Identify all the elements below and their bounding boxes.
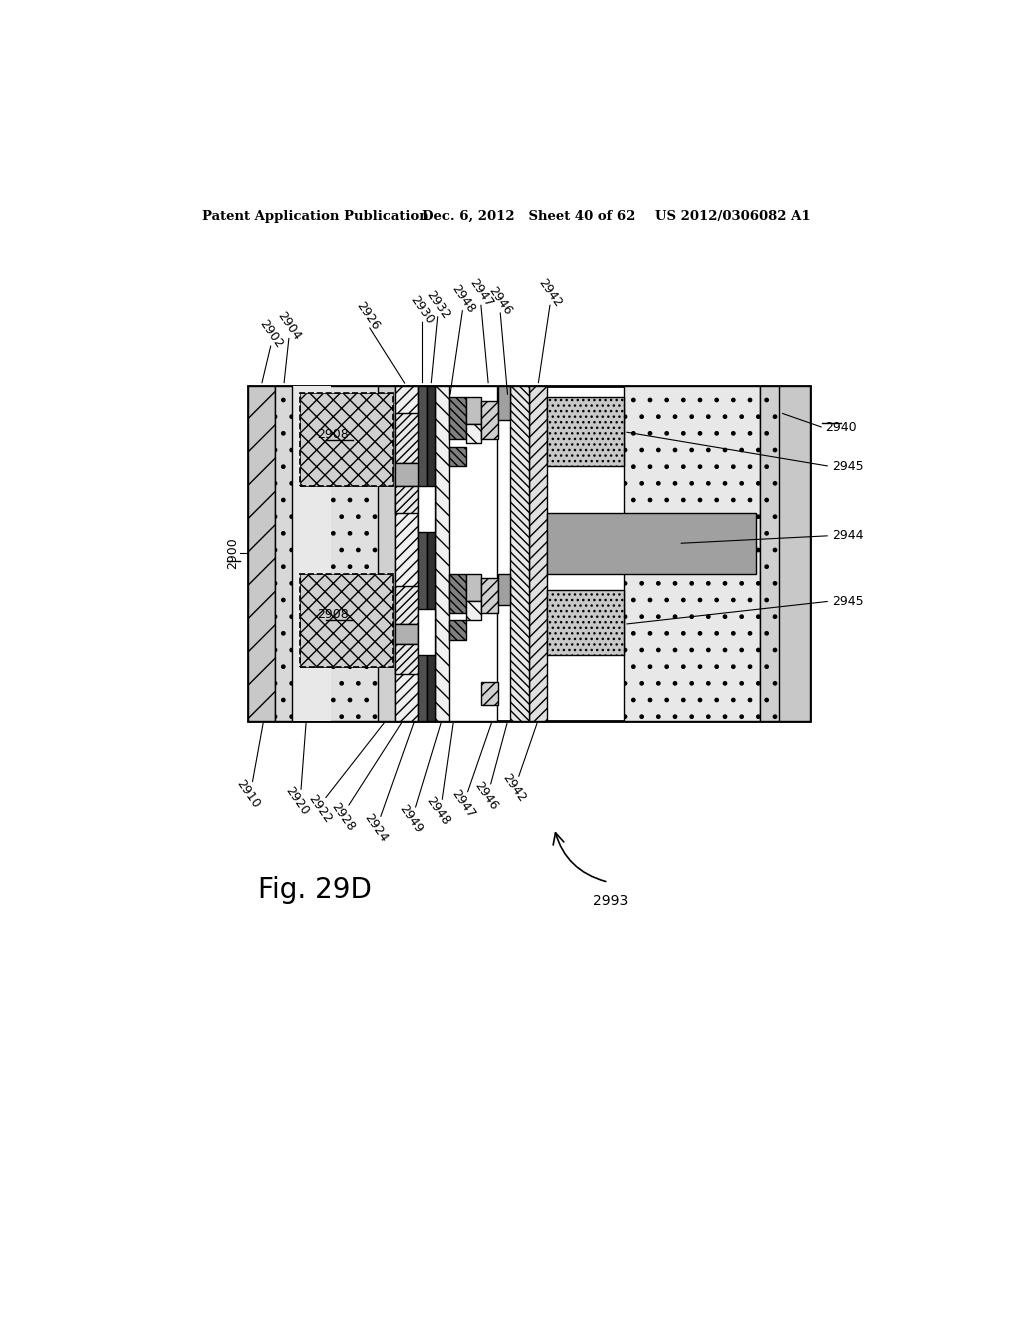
Bar xyxy=(435,385,449,721)
Bar xyxy=(300,393,393,486)
Text: 2946: 2946 xyxy=(485,284,514,318)
Bar xyxy=(394,624,433,644)
Text: 2932: 2932 xyxy=(424,288,453,321)
Text: 2948: 2948 xyxy=(449,282,477,315)
Bar xyxy=(449,447,466,466)
Bar xyxy=(449,574,466,612)
Text: 2920: 2920 xyxy=(283,784,311,818)
Bar xyxy=(529,385,547,721)
Bar xyxy=(481,401,499,440)
Text: 2947: 2947 xyxy=(449,787,477,820)
Text: US 2012/0306082 A1: US 2012/0306082 A1 xyxy=(655,210,811,223)
Text: 2900: 2900 xyxy=(226,537,240,569)
Bar xyxy=(292,385,439,721)
Bar xyxy=(248,385,275,721)
Bar xyxy=(394,644,433,675)
Text: 2948: 2948 xyxy=(424,795,453,828)
Text: 2924: 2924 xyxy=(361,812,390,845)
Text: Dec. 6, 2012   Sheet 40 of 62: Dec. 6, 2012 Sheet 40 of 62 xyxy=(423,210,636,223)
Text: 2908: 2908 xyxy=(317,607,349,620)
Bar xyxy=(418,486,435,532)
Bar xyxy=(394,586,433,624)
Text: 2908: 2908 xyxy=(317,428,349,441)
Text: 2940: 2940 xyxy=(825,421,857,434)
Bar xyxy=(466,397,481,424)
Bar xyxy=(481,682,499,705)
Bar xyxy=(394,413,433,462)
Bar xyxy=(427,385,435,721)
Text: 2946: 2946 xyxy=(472,779,501,813)
Bar xyxy=(300,574,393,667)
Bar xyxy=(624,385,760,721)
Text: 2945: 2945 xyxy=(831,459,863,473)
Bar xyxy=(449,397,466,440)
Bar xyxy=(292,385,331,721)
Text: 2949: 2949 xyxy=(396,803,425,836)
Bar xyxy=(394,486,433,512)
Bar xyxy=(248,385,810,721)
Bar xyxy=(300,574,393,667)
Text: 2945: 2945 xyxy=(831,594,863,607)
Bar xyxy=(547,397,624,466)
Bar xyxy=(481,578,499,612)
Bar xyxy=(466,574,481,601)
Bar xyxy=(547,512,756,574)
Bar xyxy=(466,601,481,620)
Text: 2922: 2922 xyxy=(306,792,335,826)
Bar xyxy=(466,424,481,444)
Text: Fig. 29D: Fig. 29D xyxy=(258,876,372,904)
Text: 2930: 2930 xyxy=(409,293,437,327)
Text: 2928: 2928 xyxy=(329,800,357,833)
Bar xyxy=(300,393,393,486)
Text: 2942: 2942 xyxy=(500,772,528,805)
Text: 2993: 2993 xyxy=(593,895,629,908)
Text: Patent Application Publication: Patent Application Publication xyxy=(202,210,428,223)
Text: 2947: 2947 xyxy=(466,276,495,310)
Bar xyxy=(779,385,810,721)
Bar xyxy=(547,590,624,655)
Bar xyxy=(418,609,435,655)
Bar xyxy=(760,385,799,721)
Text: 2942: 2942 xyxy=(536,276,564,310)
Bar xyxy=(394,385,418,721)
Text: 2944: 2944 xyxy=(831,529,863,543)
Bar xyxy=(510,385,529,721)
Bar xyxy=(499,385,510,420)
Bar xyxy=(378,385,394,721)
Text: 2910: 2910 xyxy=(233,777,262,810)
Bar xyxy=(418,385,427,721)
Bar xyxy=(499,574,510,605)
Bar xyxy=(449,620,466,640)
FancyArrowPatch shape xyxy=(553,833,606,882)
Bar xyxy=(435,385,497,721)
Text: 2904: 2904 xyxy=(274,310,303,343)
Text: 2926: 2926 xyxy=(354,300,383,333)
Bar xyxy=(394,462,433,486)
Text: 2902: 2902 xyxy=(257,317,286,351)
Bar xyxy=(275,385,292,721)
